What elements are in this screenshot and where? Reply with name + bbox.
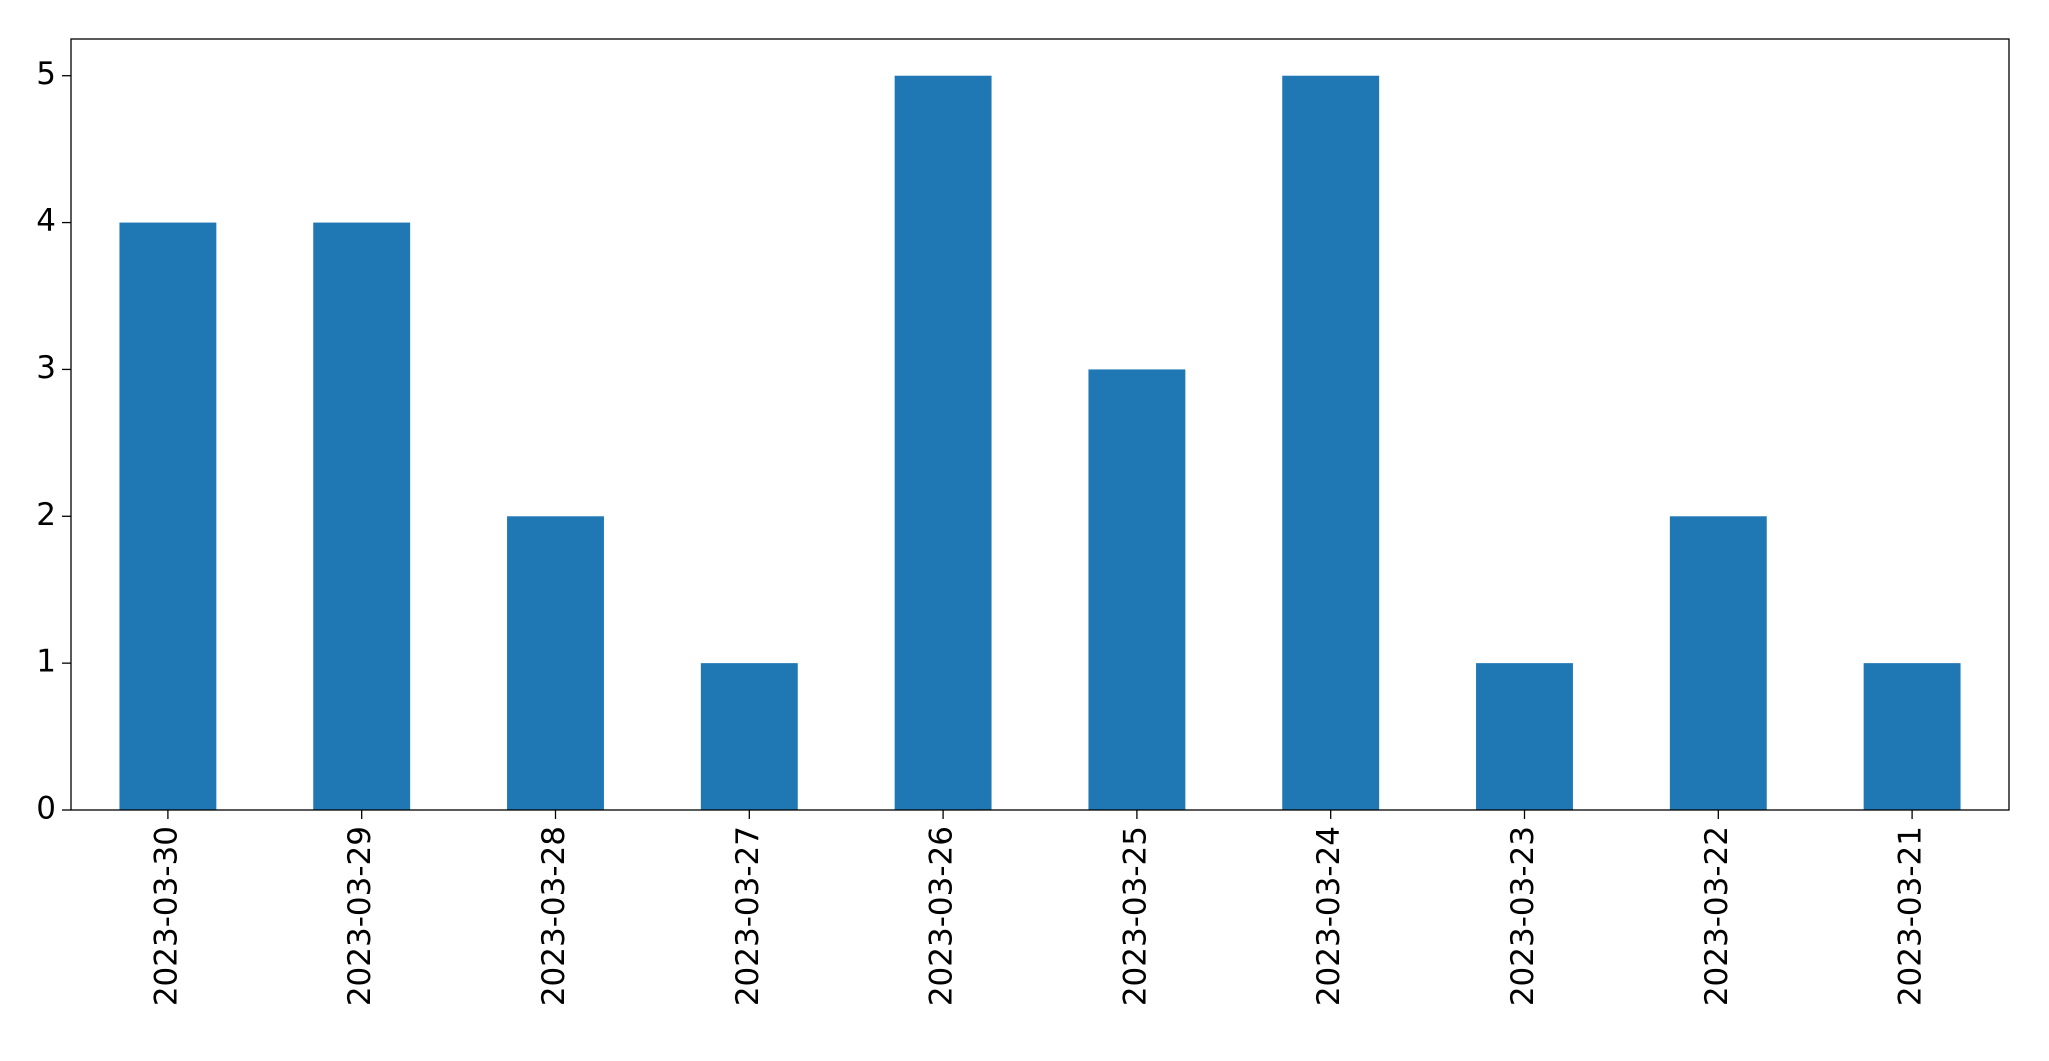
y-tick-label: 3 bbox=[36, 350, 56, 386]
bar bbox=[313, 222, 411, 811]
y-tick-label: 1 bbox=[36, 644, 56, 680]
x-tick-label: 2023-03-27 bbox=[730, 826, 766, 1006]
x-tick-label: 2023-03-30 bbox=[148, 826, 184, 1006]
x-tick-label: 2023-03-24 bbox=[1311, 826, 1347, 1006]
bar bbox=[1088, 369, 1186, 810]
bar bbox=[894, 75, 992, 810]
x-tick-label: 2023-03-26 bbox=[924, 826, 960, 1006]
y-tick-label: 0 bbox=[36, 791, 56, 827]
x-tick-label: 2023-03-23 bbox=[1505, 826, 1541, 1006]
x-tick-label: 2023-03-29 bbox=[342, 826, 378, 1006]
bar bbox=[1282, 75, 1380, 810]
plot-frame bbox=[70, 38, 2010, 811]
bar bbox=[1476, 663, 1573, 810]
y-tick-label: 4 bbox=[36, 203, 56, 239]
bar bbox=[1669, 516, 1767, 810]
bar bbox=[700, 663, 798, 810]
y-tick-label: 2 bbox=[36, 497, 56, 533]
x-tick-label: 2023-03-22 bbox=[1699, 826, 1735, 1006]
x-tick-label: 2023-03-21 bbox=[1893, 826, 1929, 1006]
bar bbox=[507, 516, 604, 810]
bar bbox=[119, 222, 217, 811]
y-tick-label: 5 bbox=[36, 56, 56, 92]
x-tick-label: 2023-03-28 bbox=[536, 826, 572, 1006]
x-tick-label: 2023-03-25 bbox=[1117, 826, 1153, 1006]
bar bbox=[1863, 663, 1961, 810]
